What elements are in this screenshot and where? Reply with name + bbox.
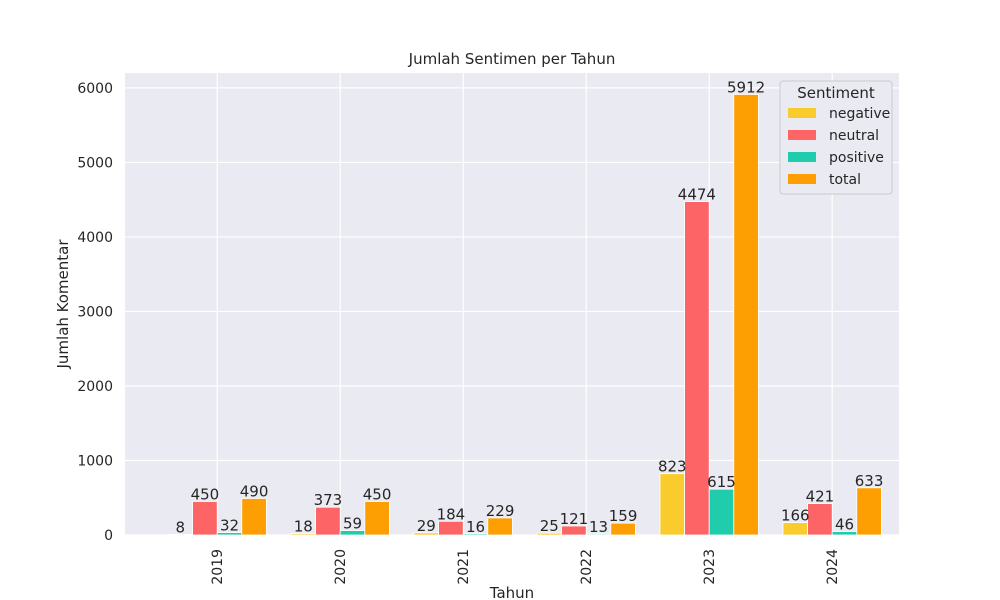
data-label: 490 [240, 482, 269, 500]
bar-total [856, 487, 882, 536]
bar-neutral [192, 501, 218, 536]
bar-positive [708, 488, 735, 536]
x-axis-ticks: 2019 2020 2021 2022 2023 2024 [210, 549, 841, 585]
bar-total [733, 94, 759, 536]
data-label: 373 [314, 491, 343, 509]
data-label: 8 [176, 518, 186, 536]
x-tick-label: 2021 [456, 549, 472, 585]
bar-total [487, 517, 513, 536]
y-tick-label: 1000 [77, 453, 113, 469]
bar-neutral [438, 520, 464, 536]
data-label: 450 [363, 485, 392, 503]
y-axis-label: Jumlah Komentar [54, 239, 72, 370]
data-label: 421 [806, 488, 835, 506]
y-axis-ticks: 0 1000 2000 3000 4000 5000 6000 [77, 81, 113, 544]
x-tick-label: 2023 [702, 549, 718, 585]
bar-total [610, 522, 636, 536]
x-tick-label: 2024 [825, 549, 841, 585]
data-label: 823 [658, 458, 687, 476]
data-label: 16 [466, 518, 485, 536]
data-label: 633 [855, 472, 884, 490]
y-tick-label: 4000 [77, 230, 113, 246]
chart-title: Jumlah Sentimen per Tahun [408, 50, 616, 68]
x-tick-label: 2022 [579, 549, 595, 585]
data-label: 18 [294, 518, 313, 536]
bar-neutral [315, 506, 341, 536]
bar-total [364, 501, 390, 536]
legend-label-total: total [829, 172, 861, 188]
plot-area [125, 73, 899, 535]
legend-title: Sentiment [797, 84, 875, 102]
bars-group [167, 94, 882, 536]
bar-neutral [807, 503, 833, 536]
legend-label-positive: positive [829, 150, 884, 166]
x-tick-label: 2019 [210, 549, 226, 585]
y-tick-label: 6000 [77, 81, 113, 97]
legend-swatch-negative [788, 108, 816, 118]
data-label: 32 [220, 517, 239, 535]
legend-label-neutral: neutral [829, 128, 879, 144]
data-label: 121 [560, 510, 589, 528]
bar-neutral [561, 525, 587, 536]
data-labels-group: 8 18 29 25 823 166 450 373 184 121 4474 421 32 59 16 13… [176, 78, 884, 536]
data-label: 615 [707, 473, 736, 491]
data-label: 59 [343, 515, 362, 533]
bar-negative [659, 473, 686, 536]
bar-neutral [684, 201, 710, 536]
legend-swatch-total [788, 174, 816, 184]
x-tick-label: 2020 [333, 549, 349, 585]
data-label: 159 [609, 507, 638, 525]
bar-total [241, 498, 267, 536]
data-label: 29 [417, 517, 436, 535]
x-axis-label: Tahun [489, 584, 534, 600]
y-tick-label: 0 [104, 528, 113, 544]
data-label: 166 [781, 507, 810, 525]
legend-label-negative: negative [829, 106, 890, 122]
data-label: 25 [540, 517, 559, 535]
data-label: 450 [191, 485, 220, 503]
data-label: 46 [835, 516, 854, 534]
legend: Sentiment negative neutral positive total [779, 80, 893, 195]
data-label: 4474 [678, 186, 716, 204]
y-tick-label: 2000 [77, 379, 113, 395]
data-label: 5912 [727, 78, 765, 96]
data-label: 229 [486, 502, 515, 520]
y-tick-label: 3000 [77, 304, 113, 320]
y-tick-label: 5000 [77, 155, 113, 171]
legend-items: negative neutral positive total [788, 106, 890, 188]
data-label: 13 [589, 518, 608, 536]
data-label: 184 [437, 505, 466, 523]
legend-swatch-neutral [788, 130, 816, 140]
legend-swatch-positive [788, 152, 816, 162]
